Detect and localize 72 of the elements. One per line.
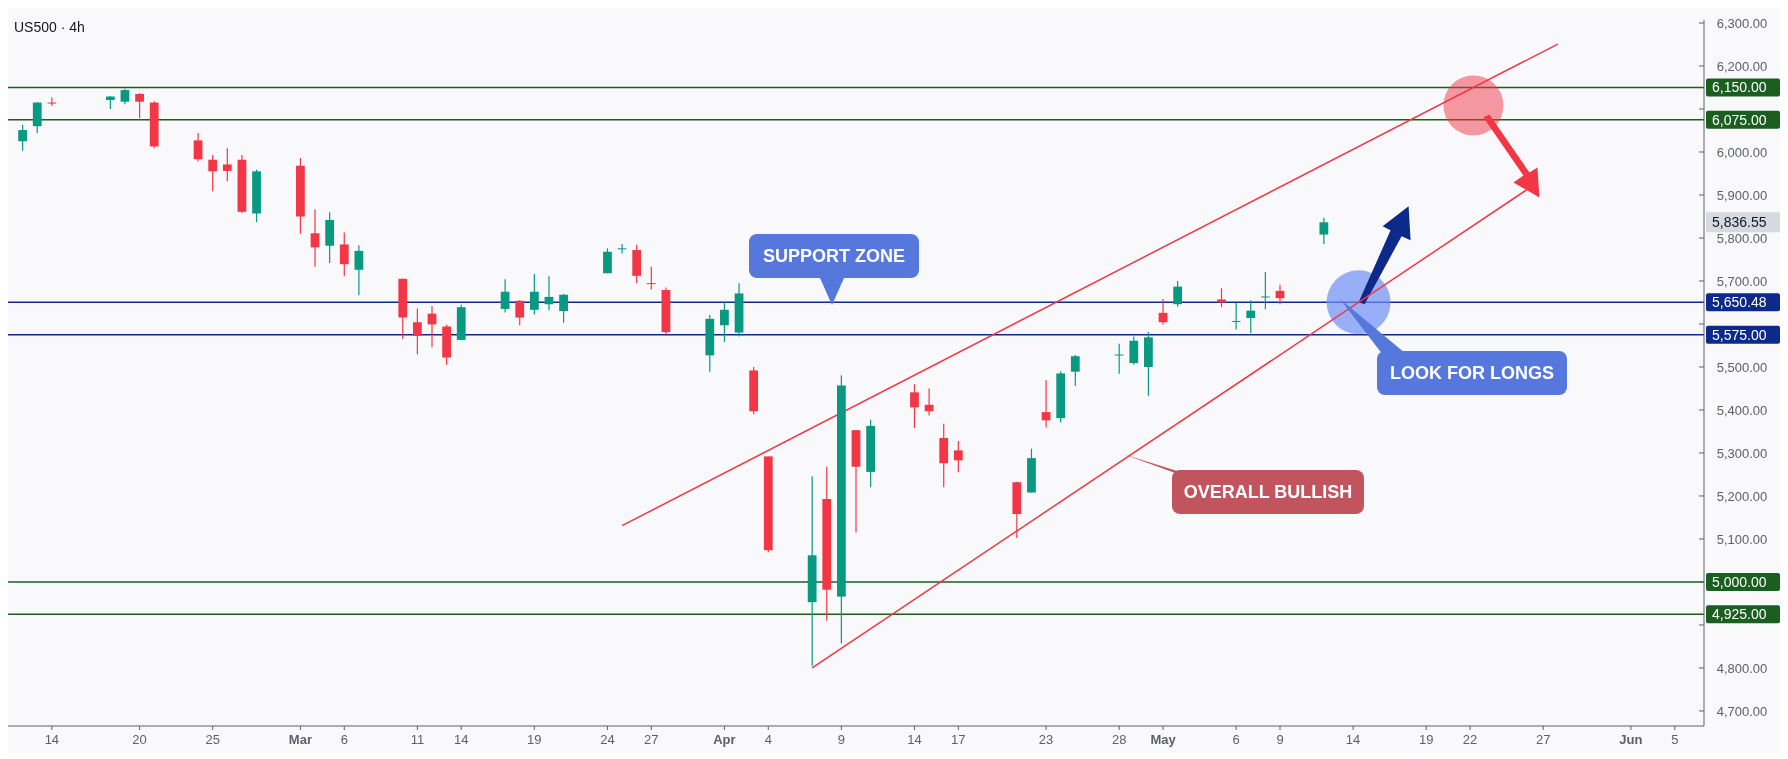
x-tick-label: 5	[1671, 732, 1679, 747]
x-tick-label: 6	[340, 732, 348, 747]
x-tick-label: 19	[527, 732, 542, 747]
y-tick-label: 5,500.00	[1716, 359, 1768, 375]
ref-line-label: 5,650.48	[1712, 294, 1767, 311]
x-tick-label: Mar	[288, 732, 312, 747]
y-tick-label: 5,800.00	[1716, 230, 1768, 246]
x-tick-label: 27	[644, 732, 659, 747]
x-tick-label: 17	[951, 732, 966, 747]
x-tick-label: 14	[907, 732, 922, 747]
candlestick	[354, 244, 364, 296]
y-tick-label: 5,200.00	[1716, 488, 1768, 504]
x-tick-label: 14	[1345, 732, 1361, 747]
y-tick-label: 5,900.00	[1716, 187, 1768, 203]
x-tick-label: 20	[132, 732, 147, 747]
candlestick	[529, 273, 539, 316]
candlestick	[500, 278, 510, 313]
candlestick	[1260, 271, 1270, 310]
x-tick-label: 23	[1038, 732, 1054, 747]
candlestick	[1070, 354, 1080, 387]
y-tick-label: 5,100.00	[1716, 531, 1768, 547]
candlestick	[1114, 343, 1124, 375]
candlestick	[1217, 287, 1226, 308]
x-tick-label: 14	[454, 732, 469, 747]
x-tick-label: 6	[1232, 732, 1240, 747]
x-tick-label: 28	[1111, 732, 1127, 747]
x-tick-label: 9	[837, 732, 845, 747]
ref-line-label: 6,075.00	[1712, 111, 1767, 128]
y-tick-label: 4,800.00	[1716, 660, 1768, 676]
y-tick-label: 6,200.00	[1716, 58, 1768, 74]
candlestick	[646, 266, 656, 291]
x-tick-label: 9	[1276, 732, 1284, 747]
x-tick-label: 24	[600, 732, 615, 747]
y-tick-label: 6,300.00	[1716, 15, 1768, 31]
annotation: SUPPORT ZONE	[762, 246, 906, 267]
x-tick-label: 4	[764, 732, 772, 747]
y-tick-label: 4,700.00	[1716, 703, 1768, 719]
candlestick	[1246, 299, 1256, 334]
y-tick-label: 5,400.00	[1716, 402, 1768, 418]
candlestick	[559, 293, 568, 324]
x-tick-label: Jun	[1619, 732, 1643, 747]
y-tick-label: 6,000.00	[1716, 144, 1768, 160]
chart-title: US500 · 4h	[14, 19, 85, 35]
ref-line-label: 5,000.00	[1712, 573, 1767, 590]
candlestick	[1319, 217, 1329, 245]
annotation: LOOK FOR LONGS	[1390, 363, 1554, 384]
candlestick	[720, 301, 729, 343]
candlestick	[1129, 335, 1139, 366]
x-tick-label: 14	[44, 732, 60, 747]
x-tick-label: 25	[205, 732, 220, 747]
x-tick-label: 22	[1462, 732, 1478, 747]
candlestick	[1231, 302, 1241, 331]
ref-line-label: 6,150.00	[1712, 79, 1767, 96]
x-tick-label: 19	[1418, 732, 1434, 747]
text: 5,836.55	[1712, 214, 1767, 231]
candlestick	[603, 247, 612, 274]
ref-line-label: 4,925.00	[1712, 606, 1767, 623]
x-tick-label: May	[1150, 732, 1177, 747]
candlestick	[953, 440, 963, 473]
x-tick-label: 11	[410, 732, 425, 747]
ref-line-label: 5,575.00	[1712, 326, 1767, 343]
candlestick	[910, 383, 919, 429]
x-tick-label: Apr	[713, 732, 736, 747]
x-tick-label: 27	[1535, 732, 1551, 747]
candlestick	[339, 231, 349, 277]
candlestick	[1173, 280, 1183, 308]
y-tick-label: 5,300.00	[1716, 445, 1768, 461]
y-tick-label: 5,700.00	[1716, 273, 1768, 289]
candlestick	[310, 209, 320, 268]
candlestick	[412, 307, 422, 356]
annotation: OVERALL BULLISH	[1183, 482, 1353, 503]
candlestick	[515, 299, 525, 326]
